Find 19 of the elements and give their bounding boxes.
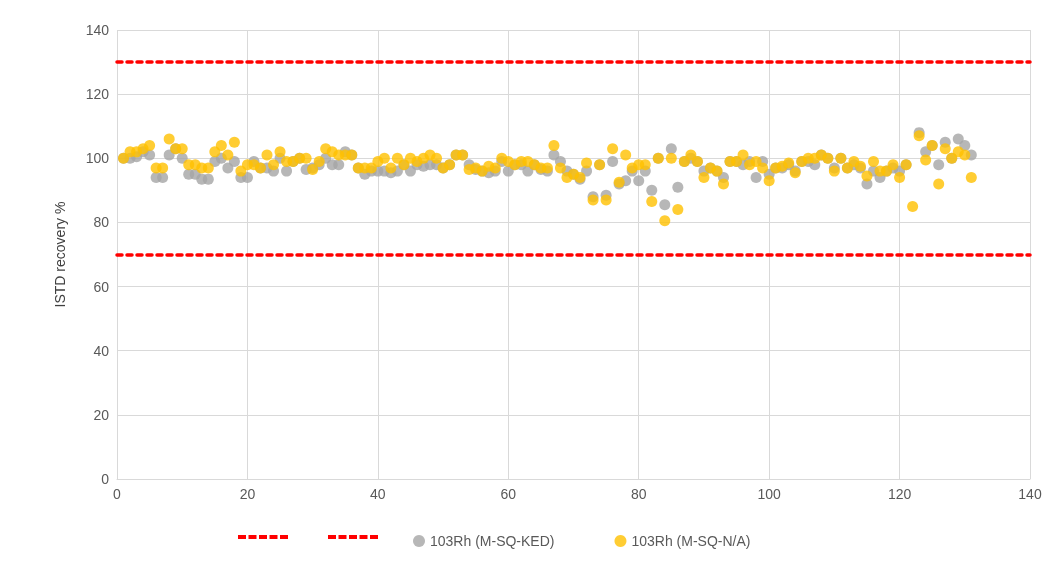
x-tick-label: 60 [500,486,517,502]
y-tick-label: 0 [101,471,110,487]
x-tick-label: 140 [1018,486,1042,502]
x-tick-label: 120 [887,486,912,502]
y-tick-label: 140 [85,22,110,38]
legend-label: 103Rh (M-SQ-KED) [430,533,555,549]
x-tick-label: 20 [239,486,256,502]
y-tick-label: 80 [93,214,110,231]
x-tick-label: 0 [113,486,122,502]
x-tick-label: 80 [630,486,647,502]
y-tick-label: 60 [93,278,110,295]
y-tick-label: 100 [85,150,110,167]
x-tick-label: 100 [757,486,782,502]
y-tick-label: 40 [93,342,110,359]
legend-label: 103Rh (M-SQ-N/A) [631,533,751,549]
x-tick-label: 40 [370,486,386,502]
y-tick-label: 120 [85,86,110,103]
y-tick-label: 20 [93,406,110,423]
y-axis-title: ISTD recovery % [52,201,68,308]
